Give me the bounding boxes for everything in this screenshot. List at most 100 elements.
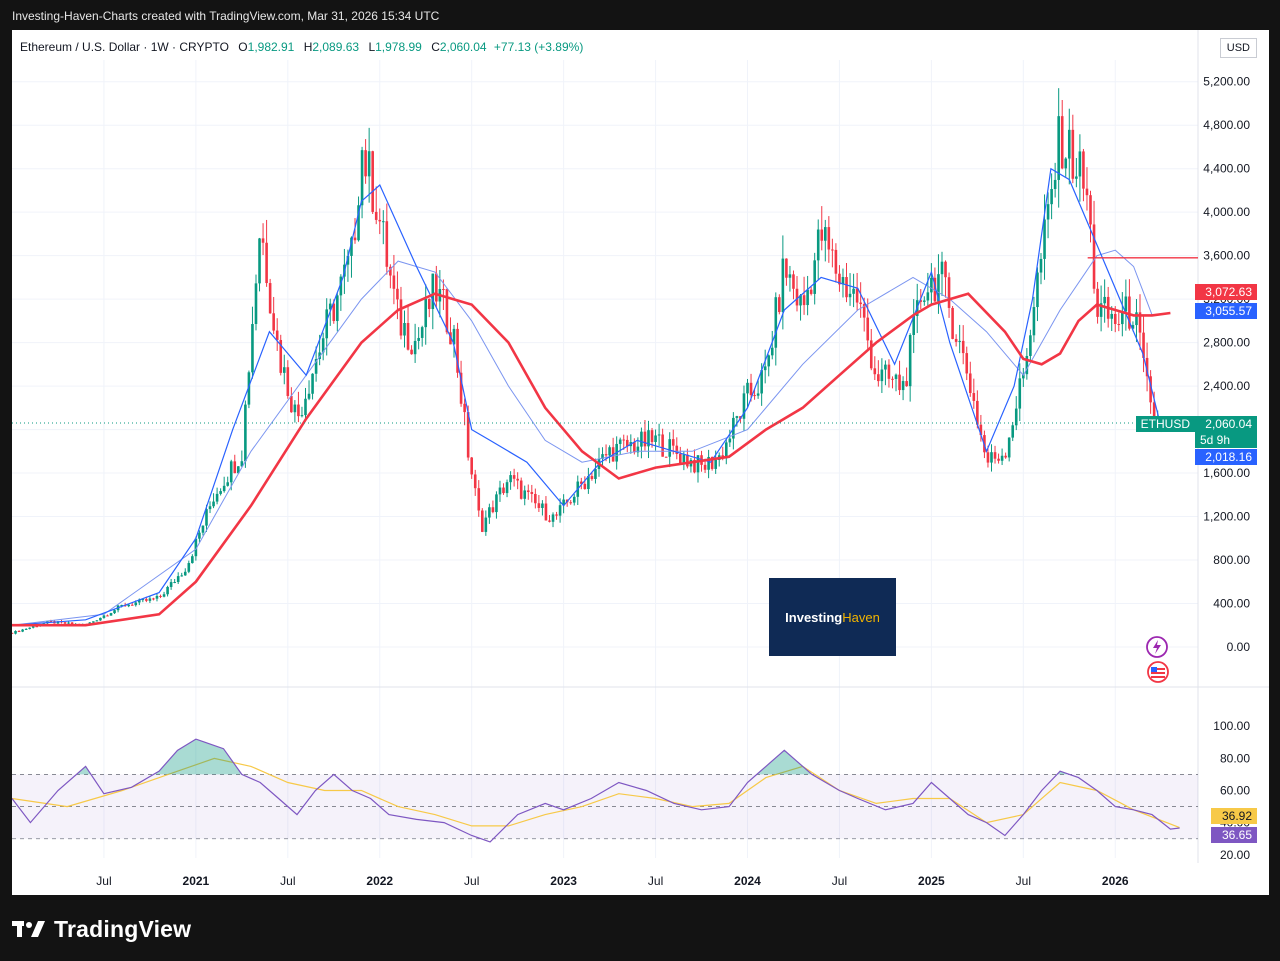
candle-body <box>275 330 279 340</box>
rsi-tick-label: 20.00 <box>1220 848 1250 862</box>
candle-body <box>1071 129 1075 179</box>
candle-body <box>647 430 650 447</box>
countdown-badge: 5d 9h <box>1195 432 1257 448</box>
candle-body <box>905 381 908 387</box>
chart-caption: Investing-Haven-Charts created with Trad… <box>12 9 440 23</box>
ma-red-line <box>12 292 1171 627</box>
candle-body <box>756 393 760 396</box>
candle-body <box>261 238 265 243</box>
candle-body <box>735 416 739 418</box>
candle-body <box>1007 437 1011 458</box>
candle-body <box>304 398 307 416</box>
candle-body <box>728 438 732 443</box>
watermark-part1: Investing <box>785 609 843 625</box>
candle-body <box>548 520 551 522</box>
candle-body <box>541 503 544 508</box>
candle-body <box>130 604 134 606</box>
candle-body <box>781 258 785 313</box>
investinghaven-watermark: Investing Haven <box>769 578 896 656</box>
candle-body <box>937 274 940 302</box>
ma-red-badge: 3,072.63 <box>1195 284 1257 300</box>
time-tick-label: 2022 <box>366 874 393 888</box>
candle-body <box>63 622 67 624</box>
candle-body <box>180 575 184 577</box>
lightning-icon[interactable] <box>1144 634 1170 660</box>
candle-body <box>661 434 664 457</box>
low-value: 1,978.99 <box>375 40 422 54</box>
candle-body <box>113 610 116 614</box>
candle-body <box>877 374 880 382</box>
candle-body <box>1121 311 1124 325</box>
candle-body <box>92 621 95 623</box>
candle-body <box>134 602 138 606</box>
candle-body <box>176 576 180 582</box>
price-tick-label: 4,000.00 <box>1203 205 1250 219</box>
candle-body <box>183 571 187 576</box>
candle-body <box>512 475 516 479</box>
candle-body <box>162 594 166 597</box>
candle-body <box>534 493 537 504</box>
candle-body <box>1135 312 1138 326</box>
candle-body <box>381 221 385 223</box>
candle-body <box>693 459 696 473</box>
candle-body <box>187 563 191 572</box>
candle-body <box>413 340 417 355</box>
candle-body <box>862 304 866 318</box>
close-label: C <box>431 40 440 54</box>
symbol-title[interactable]: Ethereum / U.S. Dollar · 1W · CRYPTO <box>20 40 229 54</box>
chart-canvas[interactable]: 0.00400.00800.001,200.001,600.002,000.00… <box>12 30 1269 895</box>
candle-body <box>834 249 838 274</box>
price-tick-label: 400.00 <box>1213 596 1250 610</box>
candle-body <box>933 277 937 302</box>
candle-body <box>1060 116 1064 169</box>
price-tick-label: 0.00 <box>1227 640 1251 654</box>
candle-body <box>328 303 332 310</box>
candle-body <box>1078 151 1082 177</box>
tradingview-footer[interactable]: TradingView <box>12 914 191 944</box>
us-flag-icon[interactable] <box>1146 660 1170 684</box>
ma-blue-line <box>12 167 1162 626</box>
candle-body <box>406 322 410 350</box>
currency-selector[interactable]: USD <box>1219 38 1257 58</box>
candle-body <box>901 381 905 391</box>
candle-body <box>930 277 933 293</box>
candle-body <box>222 485 226 492</box>
candle-body <box>109 613 113 616</box>
candle-body <box>714 459 717 469</box>
candle-body <box>523 490 527 499</box>
candle-body <box>1064 158 1068 169</box>
price-tick-label: 5,200.00 <box>1203 75 1250 89</box>
candle-body <box>491 507 495 513</box>
candle-body <box>594 469 597 479</box>
candle-body <box>965 353 969 374</box>
candle-body <box>944 261 947 278</box>
candle-body <box>710 456 714 469</box>
change-value: +77.13 (+3.89%) <box>493 40 584 54</box>
time-tick-label: Jul <box>832 874 847 888</box>
symbol-badge: ETHUSD <box>1135 416 1195 432</box>
candle-body <box>746 382 749 394</box>
time-tick-label: 2023 <box>550 874 577 888</box>
candle-body <box>806 289 809 306</box>
candle-body <box>424 298 428 328</box>
candle-body <box>1057 116 1060 180</box>
candle-body <box>657 434 661 436</box>
candle-body <box>884 364 887 370</box>
candle-body <box>212 501 215 507</box>
candle-body <box>102 615 106 618</box>
time-tick-label: Jul <box>464 874 479 888</box>
candle-body <box>374 211 378 220</box>
candle-body <box>859 302 862 305</box>
candle-body <box>908 334 912 387</box>
candle-body <box>353 237 357 241</box>
candle-body <box>371 151 374 212</box>
candle-body <box>205 509 208 526</box>
candle-body <box>976 400 979 425</box>
candle-body <box>297 404 300 417</box>
candle-body <box>1039 258 1043 273</box>
chart-panel[interactable]: 0.00400.00800.001,200.001,600.002,000.00… <box>12 30 1269 895</box>
candle-body <box>120 604 123 606</box>
candle-body <box>636 446 640 453</box>
time-tick-label: 2025 <box>918 874 945 888</box>
candle-body <box>346 255 350 265</box>
